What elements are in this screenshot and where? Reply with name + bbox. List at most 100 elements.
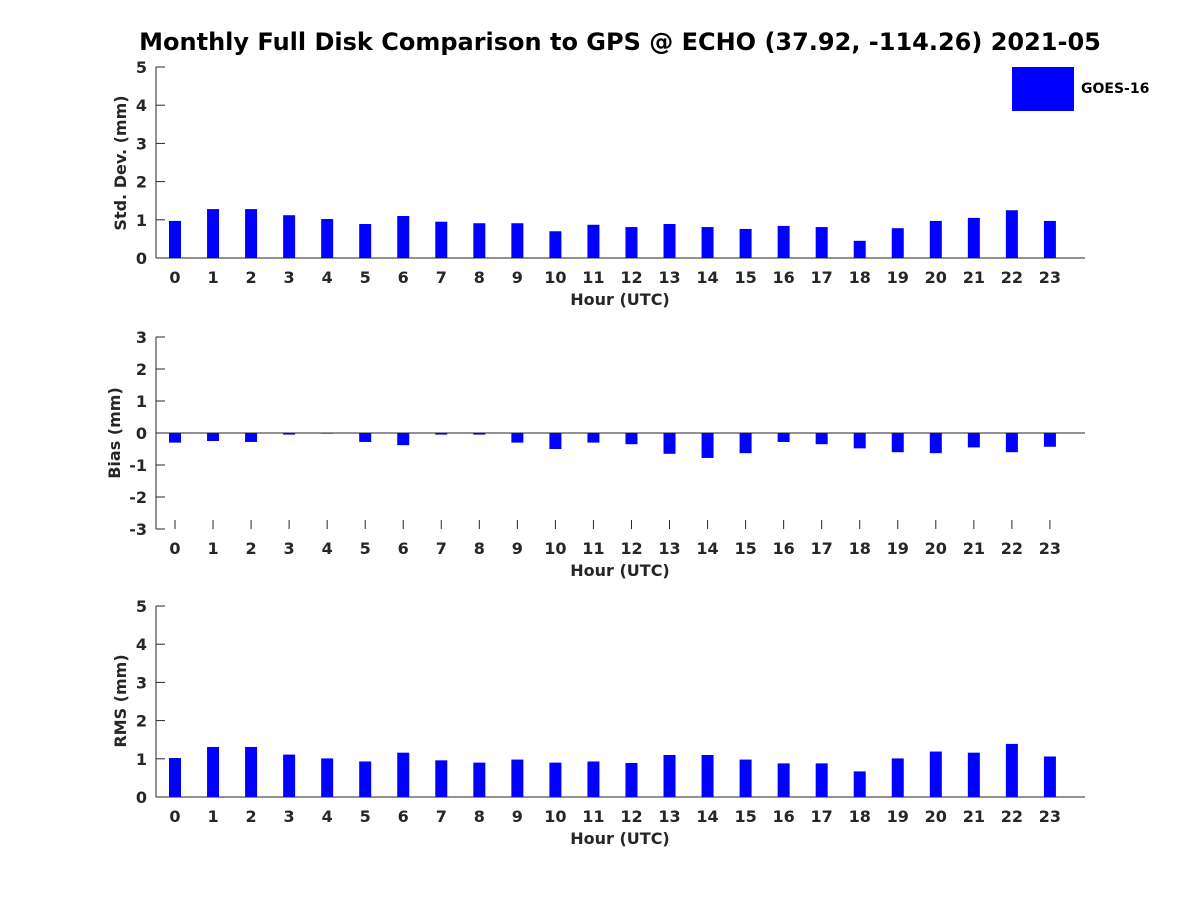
bar-hour-22 bbox=[1005, 433, 1018, 453]
x-tick-label: 2 bbox=[246, 268, 257, 287]
bar-hour-19 bbox=[891, 433, 904, 453]
x-tick-label: 16 bbox=[773, 807, 795, 826]
bar-hour-6 bbox=[397, 433, 410, 446]
bar-hour-11 bbox=[587, 761, 600, 797]
x-tick-label: 19 bbox=[887, 807, 909, 826]
x-tick-label: 9 bbox=[512, 268, 523, 287]
x-tick-label: 16 bbox=[773, 539, 795, 558]
bar-hour-2 bbox=[245, 746, 258, 797]
y-tick-label: 1 bbox=[136, 392, 147, 411]
bar-hour-15 bbox=[739, 228, 752, 258]
y-axis-title: Std. Dev. (mm) bbox=[111, 95, 130, 230]
bar-hour-23 bbox=[1043, 756, 1056, 797]
x-tick-label: 4 bbox=[322, 807, 333, 826]
bar-hour-20 bbox=[929, 220, 942, 258]
bar-hour-5 bbox=[359, 433, 372, 442]
x-tick-label: 13 bbox=[658, 539, 680, 558]
x-tick-label: 10 bbox=[544, 539, 566, 558]
bar-hour-4 bbox=[321, 219, 334, 258]
y-tick-label: 2 bbox=[136, 712, 147, 731]
bar-hour-6 bbox=[397, 215, 410, 258]
x-tick-label: 6 bbox=[398, 807, 409, 826]
bar-hour-7 bbox=[435, 221, 448, 258]
x-tick-label: 20 bbox=[925, 539, 947, 558]
bar-hour-14 bbox=[701, 227, 714, 258]
y-tick-label: 1 bbox=[136, 750, 147, 769]
bar-hour-21 bbox=[967, 217, 980, 258]
x-tick-label: 11 bbox=[582, 268, 604, 287]
x-tick-label: 17 bbox=[811, 268, 833, 287]
bar-hour-18 bbox=[853, 771, 866, 797]
y-tick-label: 0 bbox=[136, 249, 147, 268]
x-tick-label: 1 bbox=[207, 539, 218, 558]
x-tick-label: 3 bbox=[284, 807, 295, 826]
x-tick-label: 22 bbox=[1001, 807, 1023, 826]
bar-hour-1 bbox=[207, 433, 220, 441]
bar-hour-7 bbox=[435, 433, 448, 435]
x-tick-label: 2 bbox=[246, 807, 257, 826]
bar-hour-20 bbox=[929, 433, 942, 454]
x-tick-label: 23 bbox=[1039, 268, 1061, 287]
y-tick-label: 3 bbox=[136, 134, 147, 153]
bar-hour-14 bbox=[701, 754, 714, 797]
bar-hour-9 bbox=[511, 433, 524, 443]
x-tick-label: 10 bbox=[544, 807, 566, 826]
x-tick-label: 23 bbox=[1039, 539, 1061, 558]
x-tick-label: 7 bbox=[436, 539, 447, 558]
y-tick-label: -1 bbox=[129, 456, 147, 475]
x-tick-label: 15 bbox=[734, 268, 756, 287]
x-tick-label: 11 bbox=[582, 539, 604, 558]
x-tick-label: 21 bbox=[963, 268, 985, 287]
x-tick-label: 3 bbox=[284, 539, 295, 558]
x-tick-label: 13 bbox=[658, 268, 680, 287]
bar-hour-9 bbox=[511, 223, 524, 258]
y-axis-title: RMS (mm) bbox=[111, 654, 130, 747]
y-tick-label: 2 bbox=[136, 173, 147, 192]
x-tick-label: 17 bbox=[811, 539, 833, 558]
bar-hour-16 bbox=[777, 763, 790, 797]
x-tick-label: 14 bbox=[696, 807, 718, 826]
x-tick-label: 9 bbox=[512, 807, 523, 826]
bar-hour-15 bbox=[739, 433, 752, 454]
x-tick-label: 18 bbox=[849, 807, 871, 826]
x-tick-label: 17 bbox=[811, 807, 833, 826]
x-tick-label: 5 bbox=[360, 807, 371, 826]
bar-hour-11 bbox=[587, 224, 600, 258]
y-tick-label: 0 bbox=[136, 424, 147, 443]
y-tick-label: -3 bbox=[129, 520, 147, 539]
bar-hour-13 bbox=[663, 433, 676, 454]
x-tick-label: 10 bbox=[544, 268, 566, 287]
bar-hour-23 bbox=[1043, 433, 1056, 447]
bar-hour-22 bbox=[1005, 210, 1018, 258]
bar-hour-11 bbox=[587, 433, 600, 443]
y-tick-label: 3 bbox=[136, 328, 147, 347]
bar-hour-0 bbox=[169, 220, 181, 258]
bar-hour-23 bbox=[1043, 220, 1056, 258]
x-tick-label: 1 bbox=[207, 807, 218, 826]
bar-hour-20 bbox=[929, 751, 942, 797]
x-tick-label: 5 bbox=[360, 268, 371, 287]
x-tick-label: 19 bbox=[887, 268, 909, 287]
bar-hour-10 bbox=[549, 433, 562, 449]
x-tick-label: 23 bbox=[1039, 807, 1061, 826]
bar-hour-10 bbox=[549, 231, 562, 258]
bar-hour-5 bbox=[359, 761, 372, 797]
x-tick-label: 13 bbox=[658, 807, 680, 826]
x-axis-title: Hour (UTC) bbox=[570, 561, 670, 580]
bar-hour-8 bbox=[473, 433, 486, 435]
x-tick-label: 8 bbox=[474, 539, 485, 558]
bar-hour-12 bbox=[625, 433, 638, 445]
x-tick-label: 14 bbox=[696, 539, 718, 558]
bar-hour-15 bbox=[739, 759, 752, 797]
y-tick-label: 4 bbox=[136, 96, 147, 115]
legend-label: GOES-16 bbox=[1081, 81, 1150, 97]
bar-hour-13 bbox=[663, 754, 676, 797]
x-tick-label: 7 bbox=[436, 268, 447, 287]
x-axis-title: Hour (UTC) bbox=[570, 829, 670, 848]
x-tick-label: 8 bbox=[474, 268, 485, 287]
x-tick-label: 7 bbox=[436, 807, 447, 826]
x-tick-label: 18 bbox=[849, 268, 871, 287]
y-tick-label: 0 bbox=[136, 788, 147, 807]
